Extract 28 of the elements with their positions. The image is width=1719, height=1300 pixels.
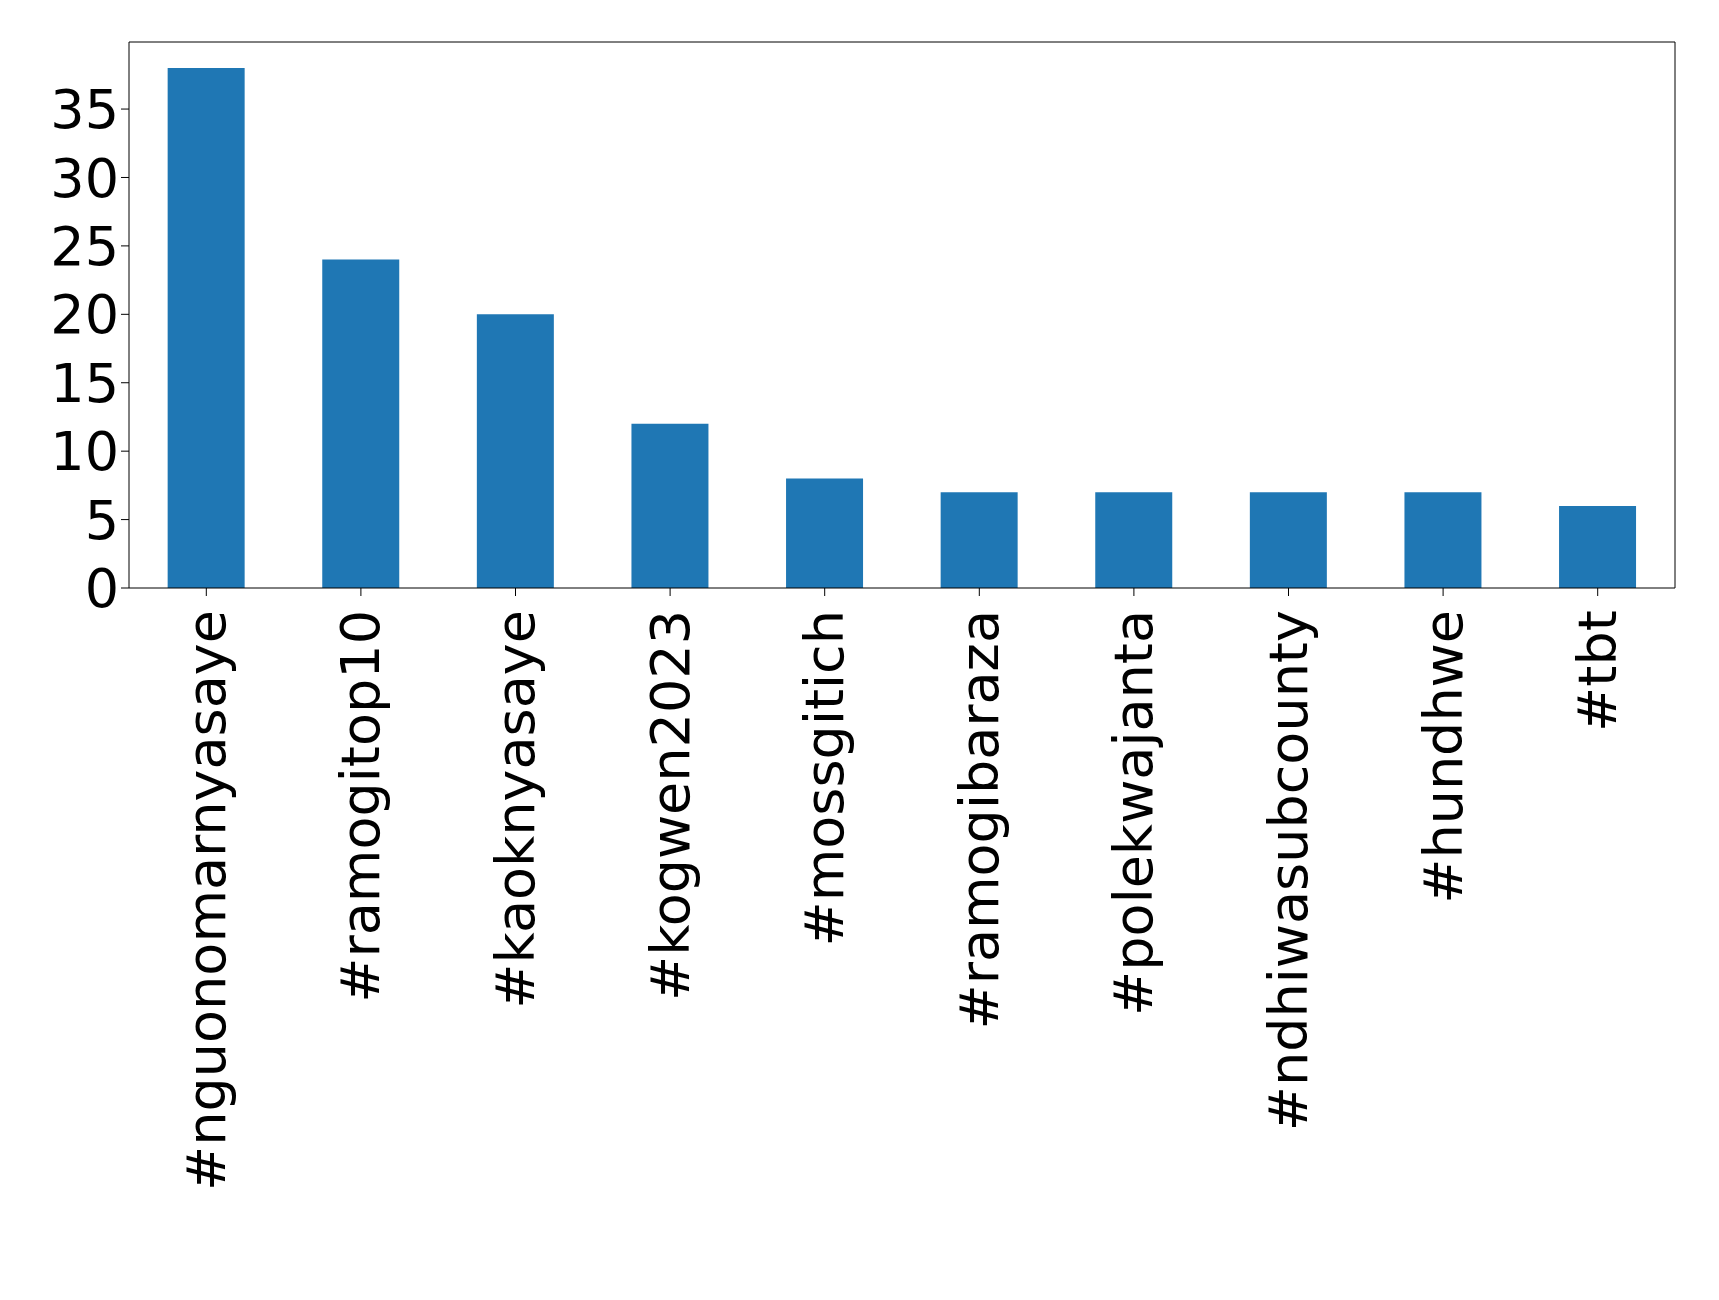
bar — [167, 68, 245, 588]
x-tick-label: #ndhiwasubcounty — [1257, 610, 1320, 1132]
y-tick-label: 25 — [50, 215, 119, 279]
x-tick-label: #polekwajanta — [1102, 610, 1166, 1016]
bar — [1095, 492, 1173, 588]
bar — [1249, 492, 1327, 588]
x-tick-label: #kogwen2023 — [638, 610, 702, 1001]
bar — [1404, 492, 1482, 588]
bar — [786, 478, 864, 588]
bar — [476, 314, 554, 588]
x-tick-label: #ramogibaraza — [947, 610, 1011, 1030]
y-tick-label: 15 — [50, 351, 119, 415]
x-tick-label: #ramogitop10 — [329, 610, 393, 1003]
y-tick-label: 35 — [50, 78, 119, 142]
bar — [1559, 505, 1637, 588]
y-tick-label: 30 — [50, 146, 119, 210]
x-tick-label: #mossgitich — [793, 610, 857, 947]
y-tick-label: 20 — [50, 283, 119, 347]
y-tick-label: 0 — [84, 557, 119, 621]
x-tick-label: #nguonomarnyasaye — [174, 610, 238, 1191]
bar — [631, 423, 709, 588]
x-tick-label: #tbt — [1566, 610, 1630, 732]
x-tick-label: #kaoknyasaye — [484, 610, 547, 1009]
y-tick-label: 10 — [50, 420, 119, 484]
x-tick-label: #hundhwe — [1411, 610, 1475, 904]
y-tick-label: 5 — [84, 488, 119, 552]
bar — [940, 492, 1018, 588]
bar — [322, 259, 400, 588]
